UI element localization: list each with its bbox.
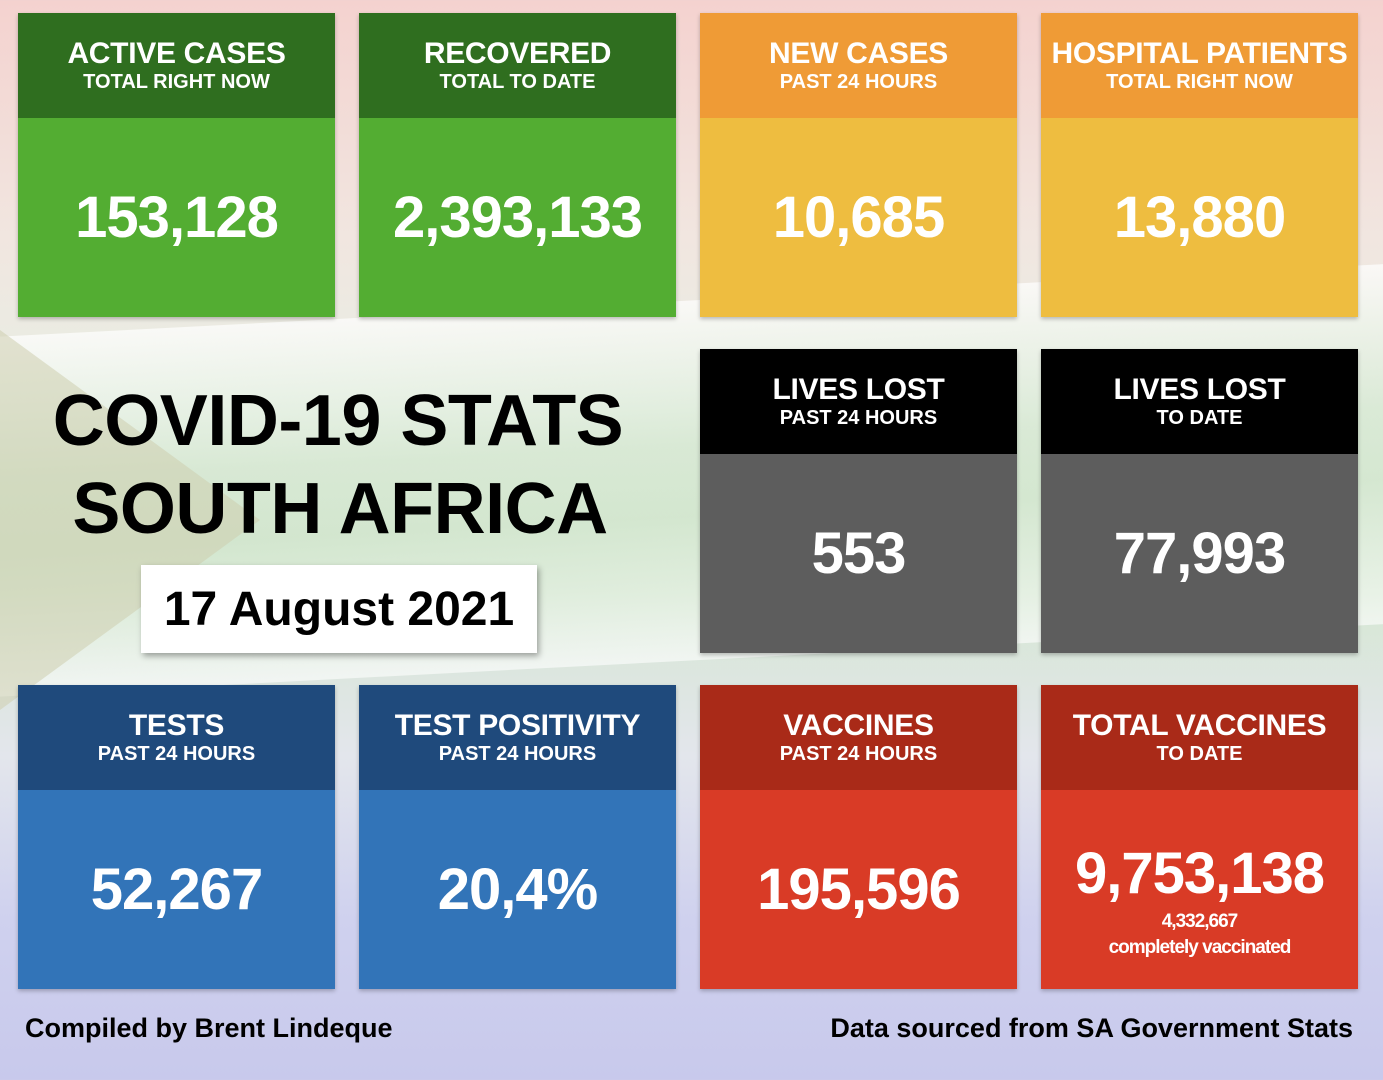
- tile-title: LIVES LOST: [1113, 372, 1286, 406]
- tile-subtitle: TOTAL RIGHT NOW: [1106, 70, 1293, 93]
- tile-subtitle: PAST 24 HOURS: [779, 406, 938, 429]
- tile-hospital-patients: HOSPITAL PATIENTS TOTAL RIGHT NOW 13,880: [1041, 13, 1358, 317]
- tile-subtitle: PAST 24 HOURS: [97, 742, 256, 765]
- tile-title: HOSPITAL PATIENTS: [1051, 36, 1348, 70]
- tile-subtitle: TOTAL TO DATE: [439, 70, 596, 93]
- tile-new-cases: NEW CASES PAST 24 HOURS 10,685: [700, 13, 1017, 317]
- tile-title: ACTIVE CASES: [67, 36, 286, 70]
- date-badge: 17 August 2021: [141, 565, 537, 653]
- tile-title: LIVES LOST: [772, 372, 945, 406]
- tile-recovered: RECOVERED TOTAL TO DATE 2,393,133: [359, 13, 676, 317]
- tile-lives-lost-24h: LIVES LOST PAST 24 HOURS 553: [700, 349, 1017, 653]
- tile-subtitle: TOTAL RIGHT NOW: [83, 70, 270, 93]
- footer-source: Data sourced from SA Government Stats: [830, 1013, 1353, 1043]
- tile-subtitle: PAST 24 HOURS: [779, 742, 938, 765]
- tile-value: 553: [811, 521, 907, 586]
- page-title-line1: COVID-19 STATS: [52, 381, 624, 461]
- tile-total-vaccines: TOTAL VACCINES TO DATE 9,753,138 4,332,667 c…: [1041, 685, 1358, 989]
- tile-value: 195,596: [757, 857, 961, 922]
- tile-title: TEST POSITIVITY: [394, 708, 641, 742]
- tile-value: 52,267: [90, 857, 263, 922]
- tile-value: 13,880: [1113, 185, 1286, 250]
- tile-title: TESTS: [128, 708, 225, 742]
- tile-value: 2,393,133: [392, 185, 643, 250]
- tile-subtitle: PAST 24 HOURS: [438, 742, 597, 765]
- tile-subtitle: TO DATE: [1156, 406, 1243, 429]
- tile-value: 20,4%: [437, 857, 598, 922]
- tile-subtitle: PAST 24 HOURS: [779, 70, 938, 93]
- tile-title: RECOVERED: [423, 36, 612, 70]
- tile-value: 77,993: [1113, 521, 1286, 586]
- footer-credit: Compiled by Brent Lindeque: [25, 1013, 393, 1043]
- tile-vaccines-24h: VACCINES PAST 24 HOURS 195,596: [700, 685, 1017, 989]
- tile-title: NEW CASES: [769, 36, 948, 70]
- tile-title: TOTAL VACCINES: [1072, 708, 1327, 742]
- tile-lives-lost-total: LIVES LOST TO DATE 77,993: [1041, 349, 1358, 653]
- tile-test-positivity: TEST POSITIVITY PAST 24 HOURS 20,4%: [359, 685, 676, 989]
- completely-vaccinated-label: completely vaccinated: [1108, 936, 1292, 958]
- tile-value: 10,685: [772, 185, 945, 250]
- tile-value: 9,753,138: [1074, 840, 1325, 906]
- completely-vaccinated-count: 4,332,667: [1161, 910, 1239, 932]
- tile-tests: TESTS PAST 24 HOURS 52,267: [18, 685, 335, 989]
- tile-subtitle: TO DATE: [1156, 742, 1243, 765]
- tile-title: VACCINES: [783, 708, 934, 742]
- tile-value: 153,128: [75, 185, 279, 250]
- date-text: 17 August 2021: [163, 582, 515, 636]
- page-title-line2: SOUTH AFRICA: [72, 469, 608, 549]
- tile-active-cases: ACTIVE CASES TOTAL RIGHT NOW 153,128: [18, 13, 335, 317]
